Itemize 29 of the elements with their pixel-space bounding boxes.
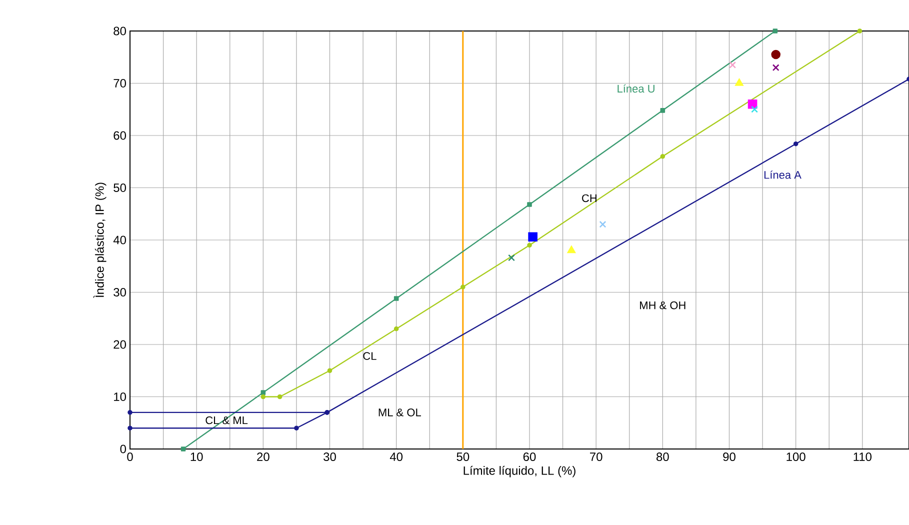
y-axis-title: Ìndice plástico, IP (%) <box>93 182 106 298</box>
x-tick-label: 60 <box>523 452 536 462</box>
x-tick-label: 0 <box>127 452 133 462</box>
x-tick-label: 70 <box>590 452 602 462</box>
x-tick-label: 80 <box>656 452 669 462</box>
y-tick-label: 10 <box>114 392 126 401</box>
y-tick-label: 50 <box>114 184 126 192</box>
annotation: CH <box>582 194 596 202</box>
x-tick-label: 20 <box>257 452 270 462</box>
y-tick-label: 30 <box>114 288 126 296</box>
y-tick-label: 70 <box>114 79 126 88</box>
x-axis-title: Límite líquido, LL (%) <box>464 466 576 478</box>
x-tick-label: 10 <box>190 452 203 462</box>
x-tick-label: 100 <box>786 452 806 462</box>
annotation: Línea U <box>618 84 654 93</box>
x-tick-label: 90 <box>723 452 736 462</box>
x-tick-label: 40 <box>390 452 403 462</box>
y-tick-label: 40 <box>113 236 126 244</box>
y-tick-label: 80 <box>114 26 126 36</box>
y-tick-label: 60 <box>114 131 126 140</box>
x-tick-label: 110 <box>854 452 872 462</box>
y-tick-label: 20 <box>114 340 126 349</box>
annotation: MH & OH <box>640 301 686 310</box>
x-tick-label: 30 <box>324 452 336 462</box>
annotation: CL <box>363 352 376 360</box>
annotation: Línea A <box>764 170 802 179</box>
annotation: ML & OL <box>378 408 421 416</box>
x-tick-label: 50 <box>456 452 470 462</box>
y-tick-label: 0 <box>120 444 126 454</box>
